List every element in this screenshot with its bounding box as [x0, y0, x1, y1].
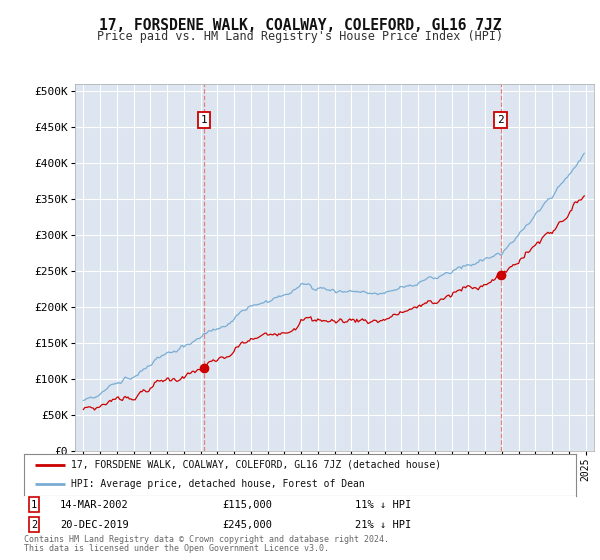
Text: Price paid vs. HM Land Registry's House Price Index (HPI): Price paid vs. HM Land Registry's House …: [97, 30, 503, 43]
Text: 21% ↓ HPI: 21% ↓ HPI: [355, 520, 412, 530]
Text: 11% ↓ HPI: 11% ↓ HPI: [355, 500, 412, 510]
Text: Contains HM Land Registry data © Crown copyright and database right 2024.: Contains HM Land Registry data © Crown c…: [24, 534, 389, 544]
Text: HPI: Average price, detached house, Forest of Dean: HPI: Average price, detached house, Fore…: [71, 479, 365, 489]
Text: 2: 2: [31, 520, 37, 530]
Text: 14-MAR-2002: 14-MAR-2002: [60, 500, 128, 510]
Text: 2: 2: [497, 115, 504, 125]
Text: £115,000: £115,000: [223, 500, 273, 510]
Text: 1: 1: [200, 115, 207, 125]
Text: 17, FORSDENE WALK, COALWAY, COLEFORD, GL16 7JZ: 17, FORSDENE WALK, COALWAY, COLEFORD, GL…: [99, 18, 501, 33]
Text: 20-DEC-2019: 20-DEC-2019: [60, 520, 128, 530]
Text: This data is licensed under the Open Government Licence v3.0.: This data is licensed under the Open Gov…: [24, 544, 329, 553]
Text: £245,000: £245,000: [223, 520, 273, 530]
Text: 17, FORSDENE WALK, COALWAY, COLEFORD, GL16 7JZ (detached house): 17, FORSDENE WALK, COALWAY, COLEFORD, GL…: [71, 460, 441, 470]
Text: 1: 1: [31, 500, 37, 510]
